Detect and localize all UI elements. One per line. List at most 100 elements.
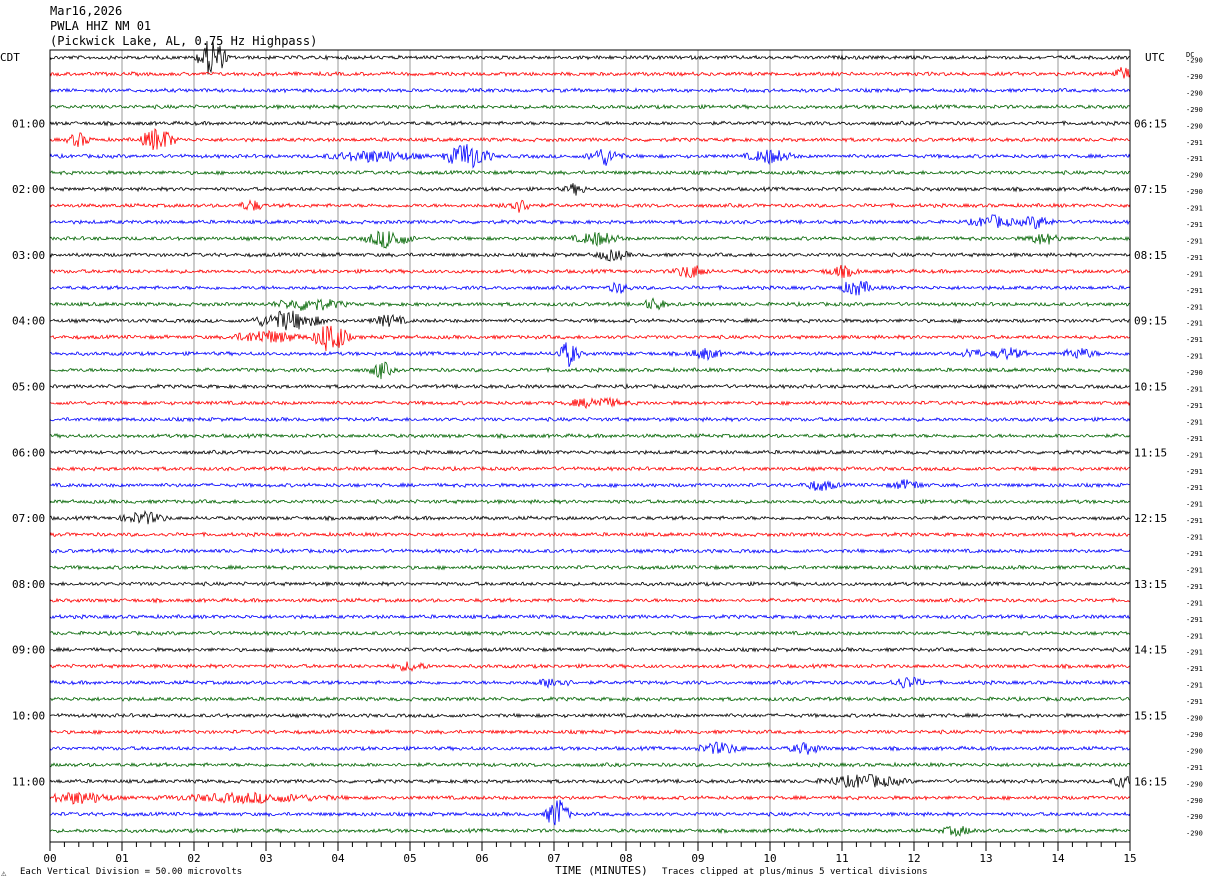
- minute-gridlines: [121, 50, 1059, 842]
- dc-offset-label: -291: [1186, 205, 1203, 213]
- trace-row-18: [49, 342, 1131, 368]
- trace-row-8: [49, 183, 1131, 196]
- x-tick-label: 00: [43, 852, 56, 865]
- dc-offset-label: -291: [1186, 353, 1203, 361]
- scale-note: Each Vertical Division = 50.00 microvolt…: [20, 867, 243, 877]
- trace-row-13: [49, 264, 1131, 278]
- dc-offset-label: -290: [1186, 172, 1203, 180]
- trace-row-16: [49, 310, 1131, 331]
- x-tick-label: 10: [763, 852, 776, 865]
- utc-hour-label: 10:15: [1134, 381, 1167, 394]
- x-tick-label: 07: [547, 852, 560, 865]
- trace-row-23: [49, 432, 1131, 440]
- trace-row-6: [49, 144, 1131, 169]
- trace-row-11: [49, 230, 1131, 249]
- utc-hour-label: 09:15: [1134, 315, 1167, 328]
- trace-row-3: [49, 103, 1131, 111]
- cdt-hour-label: 05:00: [12, 381, 45, 394]
- dc-offset-label: -291: [1186, 270, 1203, 278]
- dc-header: DC: [1186, 51, 1194, 59]
- clip-note: Traces clipped at plus/minus 5 vertical …: [662, 867, 928, 877]
- dc-offset-label: -291: [1186, 418, 1203, 426]
- trace-row-46: [49, 799, 1131, 826]
- utc-hour-label: 11:15: [1134, 446, 1167, 459]
- dc-offset-label: -291: [1186, 501, 1203, 509]
- dc-offset-label: -291: [1186, 287, 1203, 295]
- row-labels: 01:00 06:15 02:00 07:15 03:00 08:15 04:00 09:15…: [12, 57, 1203, 838]
- trace-row-12: [49, 249, 1131, 262]
- utc-hour-label: 07:15: [1134, 183, 1167, 196]
- dc-offset-label: -290: [1186, 747, 1203, 755]
- chart-date: Mar16,2026: [50, 4, 123, 18]
- trace-row-4: [49, 120, 1131, 127]
- utc-hour-label: 16:15: [1134, 775, 1167, 788]
- trace-row-40: [49, 712, 1131, 719]
- trace-row-29: [49, 531, 1130, 538]
- trace-row-32: [49, 580, 1131, 588]
- dc-offset-label: -290: [1186, 106, 1203, 114]
- x-tick-label: 09: [691, 852, 704, 865]
- cdt-hour-label: 01:00: [12, 117, 45, 130]
- utc-hour-label: 08:15: [1134, 249, 1167, 262]
- cdt-hour-label: 04:00: [12, 315, 45, 328]
- utc-hour-label: 13:15: [1134, 578, 1167, 591]
- dc-offset-label: -291: [1186, 616, 1203, 624]
- dc-offset-label: -291: [1186, 764, 1203, 772]
- dc-offset-label: -290: [1186, 797, 1203, 805]
- dc-offset-label: -291: [1186, 386, 1203, 394]
- trace-row-47: [49, 825, 1131, 837]
- utc-label: UTC: [1145, 51, 1165, 64]
- dc-offset-label: -291: [1186, 665, 1203, 673]
- dc-offset-label: -291: [1186, 435, 1203, 443]
- trace-row-21: [49, 396, 1131, 410]
- trace-row-37: [49, 661, 1131, 672]
- dc-offset-label: -291: [1186, 698, 1203, 706]
- cdt-hour-label: 06:00: [12, 446, 45, 459]
- utc-hour-label: 15:15: [1134, 710, 1167, 723]
- dc-offset-label: -291: [1186, 237, 1203, 245]
- x-tick-label: 01: [115, 852, 128, 865]
- cdt-hour-label: 10:00: [12, 710, 45, 723]
- dc-offset-label: -290: [1186, 73, 1203, 81]
- dc-offset-label: -291: [1186, 484, 1203, 492]
- dc-offset-label: -291: [1186, 320, 1203, 328]
- trace-row-20: [49, 383, 1131, 390]
- dc-offset-label: -290: [1186, 780, 1203, 788]
- trace-row-9: [49, 199, 1131, 213]
- cdt-hour-label: 09:00: [12, 644, 45, 657]
- trace-row-25: [49, 465, 1131, 472]
- trace-row-15: [49, 297, 1131, 311]
- cdt-hour-label: 03:00: [12, 249, 45, 262]
- trace-row-2: [49, 87, 1131, 94]
- dc-offset-label: -291: [1186, 468, 1203, 476]
- x-tick-label: 15: [1123, 852, 1136, 865]
- trace-row-14: [49, 280, 1131, 296]
- dc-offset-label: -291: [1186, 451, 1203, 459]
- dc-offset-label: -291: [1186, 566, 1203, 574]
- dc-offset-label: -291: [1186, 534, 1203, 542]
- dc-offset-label: -291: [1186, 550, 1203, 558]
- trace-row-17: [49, 325, 1131, 352]
- trace-row-45: [49, 791, 1131, 805]
- dc-offset-label: -290: [1186, 715, 1203, 723]
- dc-offset-label: -290: [1186, 369, 1203, 377]
- dc-offset-label: -290: [1186, 813, 1203, 821]
- trace-row-27: [49, 498, 1131, 505]
- trace-row-39: [49, 695, 1131, 703]
- trace-row-1: [49, 67, 1131, 79]
- trace-row-7: [49, 169, 1131, 176]
- x-axis-title: TIME (MINUTES): [555, 864, 648, 877]
- trace-row-30: [49, 547, 1131, 555]
- trace-row-34: [49, 613, 1131, 620]
- dc-offset-label: -291: [1186, 682, 1203, 690]
- dc-offset-label: -291: [1186, 583, 1203, 591]
- trace-layer: [49, 40, 1131, 837]
- dc-offset-label: -290: [1186, 57, 1203, 65]
- dc-offset-label: -290: [1186, 89, 1203, 97]
- x-axis: 00 01 02 03 04 05 06 07 08 09 10 11 12 13 14 15: [43, 842, 1137, 865]
- trace-row-38: [49, 676, 1131, 689]
- x-tick-label: 08: [619, 852, 632, 865]
- trace-row-43: [49, 761, 1131, 768]
- utc-hour-label: 06:15: [1134, 117, 1167, 130]
- cdt-label: CDT: [0, 51, 20, 64]
